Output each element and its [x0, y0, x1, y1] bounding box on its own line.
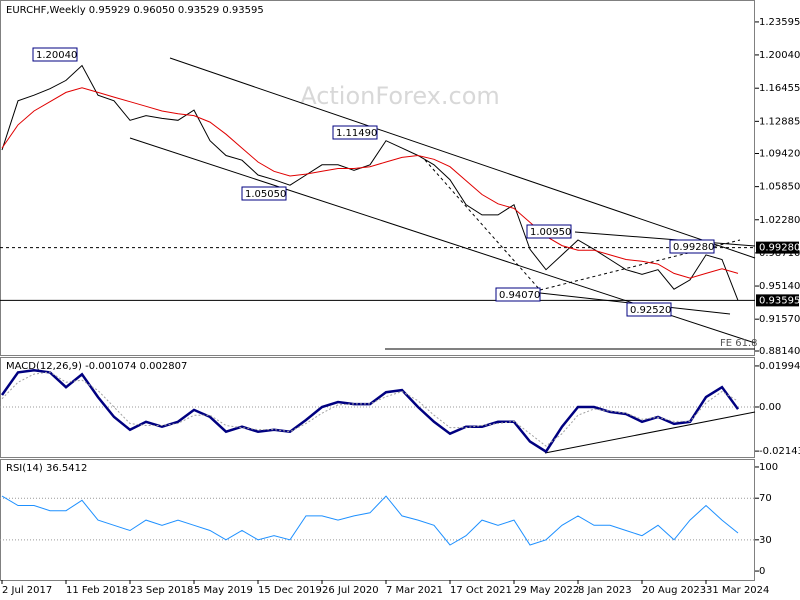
annotation-box: [241, 186, 287, 201]
x-tick-label: 7 Mar 2021: [386, 585, 443, 596]
y-tick-label: 0.88140: [759, 346, 800, 357]
x-tick-label: 15 Dec 2019: [258, 585, 322, 596]
x-tick-label: 11 Feb 2018: [66, 585, 128, 596]
price-tag-label: 0.93595: [759, 295, 800, 306]
y-tick-label: 1.23595: [759, 17, 800, 28]
annotation-box: [626, 302, 672, 317]
annotation: 1.05050: [245, 189, 286, 200]
y-tick-label: 1.20040: [759, 50, 800, 61]
annotation: 1.20040: [36, 50, 77, 61]
y-tick-label: 0.019943: [759, 361, 800, 372]
annotation: 0.94070: [499, 290, 540, 301]
y-tick-label: 1.05850: [759, 182, 800, 193]
x-tick-label: 17 Oct 2021: [450, 585, 512, 596]
x-tick-label: 29 May 2022: [514, 585, 579, 596]
x-tick-label: 26 Jul 2020: [322, 585, 379, 596]
rsi-panel: [0, 459, 755, 581]
price-tag-label: 0.99280: [759, 243, 800, 254]
y-tick-label: 0.91570: [759, 314, 800, 325]
price-panel: [0, 0, 755, 356]
x-tick-label: 31 Mar 2024: [706, 585, 769, 596]
x-tick-label: 8 Jan 2023: [578, 585, 632, 596]
x-tick-label: 20 Aug 2023: [642, 585, 706, 596]
y-tick-label: 0: [759, 566, 765, 577]
annotation-box: [526, 224, 572, 239]
fib-line: [539, 239, 741, 291]
x-tick-label: 2 Jul 2017: [2, 585, 52, 596]
series-line: [0, 369, 740, 454]
annotation: 0.92520: [630, 305, 671, 316]
channel-upper: [169, 57, 756, 259]
annotation: 1.11490: [336, 128, 377, 139]
series-line: [1, 495, 739, 546]
annotation-box: [332, 125, 378, 140]
series-line: [1, 64, 739, 301]
chart-title: EURCHF,Weekly 0.95929 0.96050 0.93529 0.…: [6, 5, 264, 16]
wedge-upper: [574, 231, 756, 247]
price-tag: [756, 241, 799, 254]
series-line: [1, 87, 739, 279]
y-tick-label: -0.021434: [759, 446, 800, 457]
y-tick-label: 1.16455: [759, 83, 800, 94]
macd-trendline: [544, 411, 756, 454]
rsi-title: RSI(14) 36.5412: [6, 463, 87, 474]
annotation: 0.99280: [673, 242, 714, 253]
macd-panel: [0, 357, 755, 458]
y-tick-label: 70: [759, 493, 772, 504]
y-tick-label: 1.12885: [759, 116, 800, 127]
x-tick-label: 5 May 2019: [194, 585, 253, 596]
y-tick-label: 100: [759, 462, 778, 473]
annotation: 1.00950: [530, 227, 571, 238]
annotation: FE 61.8: [720, 338, 758, 349]
macd-title: MACD(12,26,9) -0.001074 0.002807: [6, 361, 187, 372]
y-tick-label: 30: [759, 535, 772, 546]
watermark: ActionForex.com: [300, 82, 500, 110]
annotation-box: [495, 287, 541, 302]
y-tick-label: 1.02280: [759, 215, 800, 226]
series-line: [1, 371, 739, 447]
y-tick-label: 0.00: [759, 402, 781, 413]
annotation-box: [32, 47, 78, 62]
x-tick-label: 23 Sep 2018: [130, 585, 193, 596]
y-tick-label: 0.95140: [759, 281, 800, 292]
y-tick-label: 1.09420: [759, 148, 800, 159]
annotation-box: [669, 239, 715, 254]
fib-line: [424, 159, 541, 291]
price-tag: [756, 294, 799, 307]
